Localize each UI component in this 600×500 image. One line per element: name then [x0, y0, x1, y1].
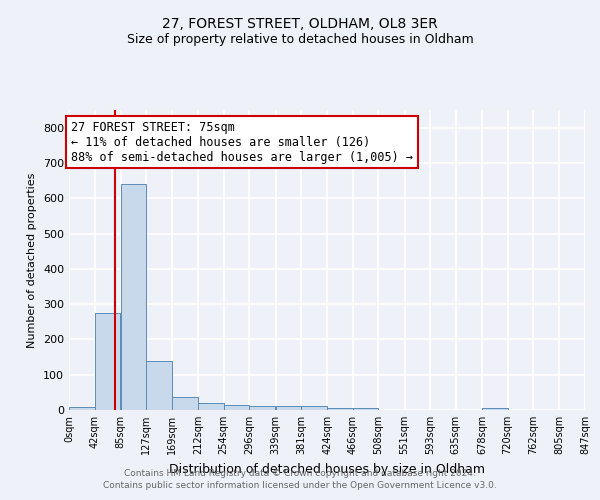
Bar	[301, 406, 326, 410]
X-axis label: Distribution of detached houses by size in Oldham: Distribution of detached houses by size …	[169, 462, 485, 475]
Text: 27 FOREST STREET: 75sqm
← 11% of detached houses are smaller (126)
88% of semi-d: 27 FOREST STREET: 75sqm ← 11% of detache…	[71, 120, 413, 164]
Bar	[172, 396, 197, 410]
Bar	[328, 408, 353, 410]
Text: Size of property relative to detached houses in Oldham: Size of property relative to detached ho…	[127, 32, 473, 46]
Bar	[250, 406, 275, 410]
Bar	[482, 408, 508, 410]
Text: Contains HM Land Registry data © Crown copyright and database right 2024.: Contains HM Land Registry data © Crown c…	[124, 468, 476, 477]
Bar	[275, 406, 301, 410]
Bar	[69, 407, 95, 410]
Bar	[353, 408, 379, 410]
Text: 27, FOREST STREET, OLDHAM, OL8 3ER: 27, FOREST STREET, OLDHAM, OL8 3ER	[162, 18, 438, 32]
Text: Contains public sector information licensed under the Open Government Licence v3: Contains public sector information licen…	[103, 481, 497, 490]
Bar	[95, 313, 120, 410]
Y-axis label: Number of detached properties: Number of detached properties	[28, 172, 37, 348]
Bar	[198, 403, 224, 410]
Bar	[121, 184, 146, 410]
Bar	[146, 360, 172, 410]
Bar	[224, 406, 250, 410]
